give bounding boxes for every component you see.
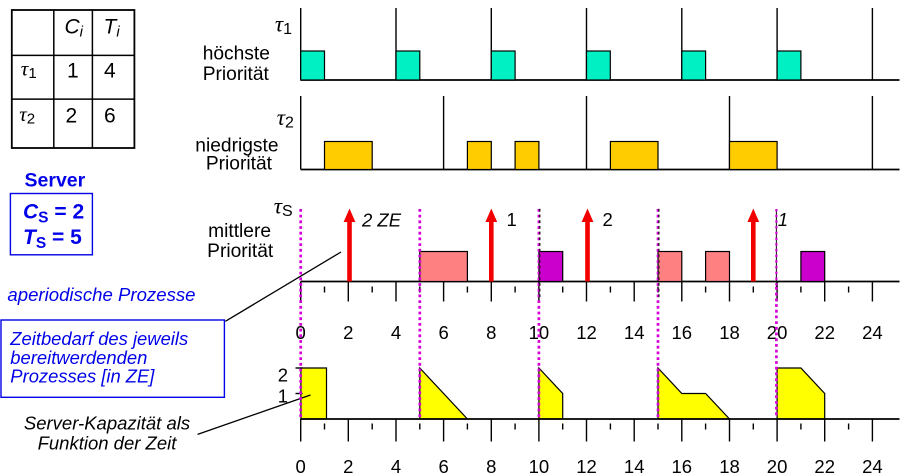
svg-text:12: 12 [576,456,597,476]
svg-text:2: 2 [66,105,78,128]
svg-text:10: 10 [529,456,550,476]
svg-text:höchste: höchste [203,44,270,65]
svg-text:0: 0 [296,322,306,343]
svg-text:τ2: τ2 [19,102,35,128]
svg-text:4: 4 [104,59,116,82]
svg-text:14: 14 [624,456,645,476]
svg-text:niedrigste: niedrigste [195,136,278,157]
svg-text:4: 4 [391,322,401,343]
svg-text:CS = 2: CS = 2 [23,201,84,227]
svg-text:Priorität: Priorität [207,241,274,262]
svg-text:8: 8 [486,456,496,476]
svg-text:14: 14 [624,322,645,343]
svg-text:2: 2 [343,322,353,343]
svg-text:20: 20 [767,322,788,343]
svg-text:18: 18 [719,456,740,476]
svg-text:1: 1 [67,59,79,82]
svg-text:2: 2 [278,365,288,386]
svg-text:Prozesses [in ZE]: Prozesses [in ZE] [10,366,155,387]
svg-text:0: 0 [296,456,306,476]
svg-text:2: 2 [343,456,353,476]
svg-text:aperiodische Prozesse: aperiodische Prozesse [7,284,195,305]
svg-text:24: 24 [862,322,883,343]
svg-text:τ1: τ1 [21,57,37,83]
svg-text:Ci: Ci [65,16,84,41]
svg-text:Server: Server [25,170,86,192]
svg-text:6: 6 [438,456,448,476]
svg-text:τ2: τ2 [277,105,294,132]
svg-text:18: 18 [719,322,740,343]
svg-text:bereitwerdenden: bereitwerdenden [10,347,147,368]
svg-text:Server-Kapazität als: Server-Kapazität als [24,412,190,433]
svg-text:8: 8 [486,322,496,343]
svg-text:16: 16 [672,456,693,476]
svg-text:Priorität: Priorität [203,64,270,85]
svg-text:τ1: τ1 [275,12,292,39]
svg-text:16: 16 [672,322,693,343]
svg-text:12: 12 [576,322,597,343]
svg-text:Priorität: Priorität [206,154,273,175]
svg-text:1: 1 [507,209,517,230]
svg-text:1: 1 [778,209,788,230]
svg-text:22: 22 [814,322,835,343]
svg-text:1: 1 [278,386,288,407]
svg-text:24: 24 [862,456,883,476]
svg-text:4: 4 [391,456,401,476]
svg-text:10: 10 [529,322,550,343]
svg-text:6: 6 [104,105,116,128]
svg-text:6: 6 [438,322,448,343]
svg-text:Funktion der Zeit: Funktion der Zeit [38,432,178,453]
svg-text:22: 22 [814,456,835,476]
svg-text:2: 2 [603,209,613,230]
svg-text:Ti: Ti [104,16,121,41]
svg-text:mittlere: mittlere [208,221,271,242]
svg-text:τS: τS [274,193,293,220]
svg-text:TS = 5: TS = 5 [23,226,82,252]
svg-text:2 ZE: 2 ZE [361,210,402,231]
svg-text:Zeitbedarf des jeweils: Zeitbedarf des jeweils [9,328,188,349]
svg-text:20: 20 [767,456,788,476]
